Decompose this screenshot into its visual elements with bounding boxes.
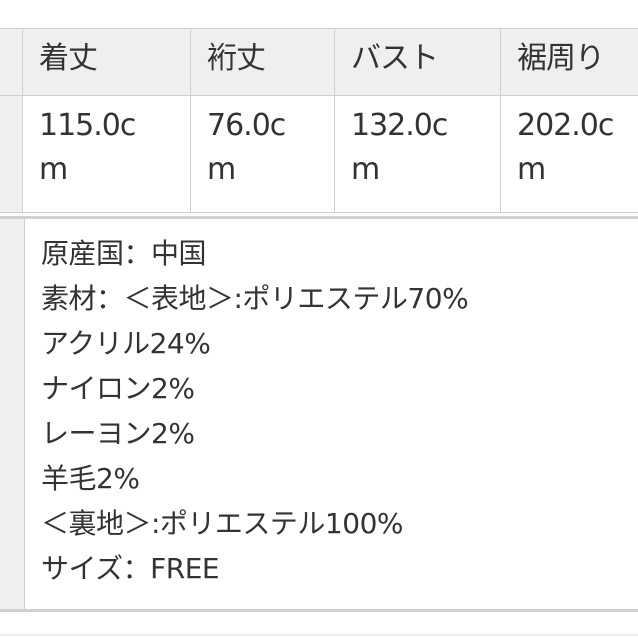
header-hem: 裾周り <box>500 28 638 96</box>
note-size: サイズ：FREE <box>41 552 220 585</box>
header-stub <box>0 28 23 96</box>
note-origin: 原産国：中国 <box>41 237 207 270</box>
header-sleeve: 裄丈 <box>190 28 335 96</box>
note-rayon: レーヨン2% <box>41 417 195 450</box>
note-acrylic: アクリル24% <box>41 327 211 360</box>
value-bust: 132.0c m <box>334 95 501 213</box>
note-material: 素材：＜表地＞:ポリエステル70% <box>41 282 469 315</box>
value-sleeve: 76.0c m <box>190 95 335 213</box>
value-length: 115.0c m <box>22 95 191 213</box>
divider <box>0 634 638 636</box>
note-wool: 羊毛2% <box>41 462 140 495</box>
notes-stub <box>0 216 25 612</box>
header-length: 着丈 <box>22 28 191 96</box>
value-hem: 202.0c m <box>500 95 638 213</box>
header-bust: バスト <box>334 28 501 96</box>
notes-cell: 原産国：中国 素材：＜表地＞:ポリエステル70% アクリル24% ナイロン2% … <box>24 216 638 612</box>
note-nylon: ナイロン2% <box>41 372 195 405</box>
note-lining: ＜裏地＞:ポリエステル100% <box>41 507 403 540</box>
value-stub <box>0 95 23 213</box>
